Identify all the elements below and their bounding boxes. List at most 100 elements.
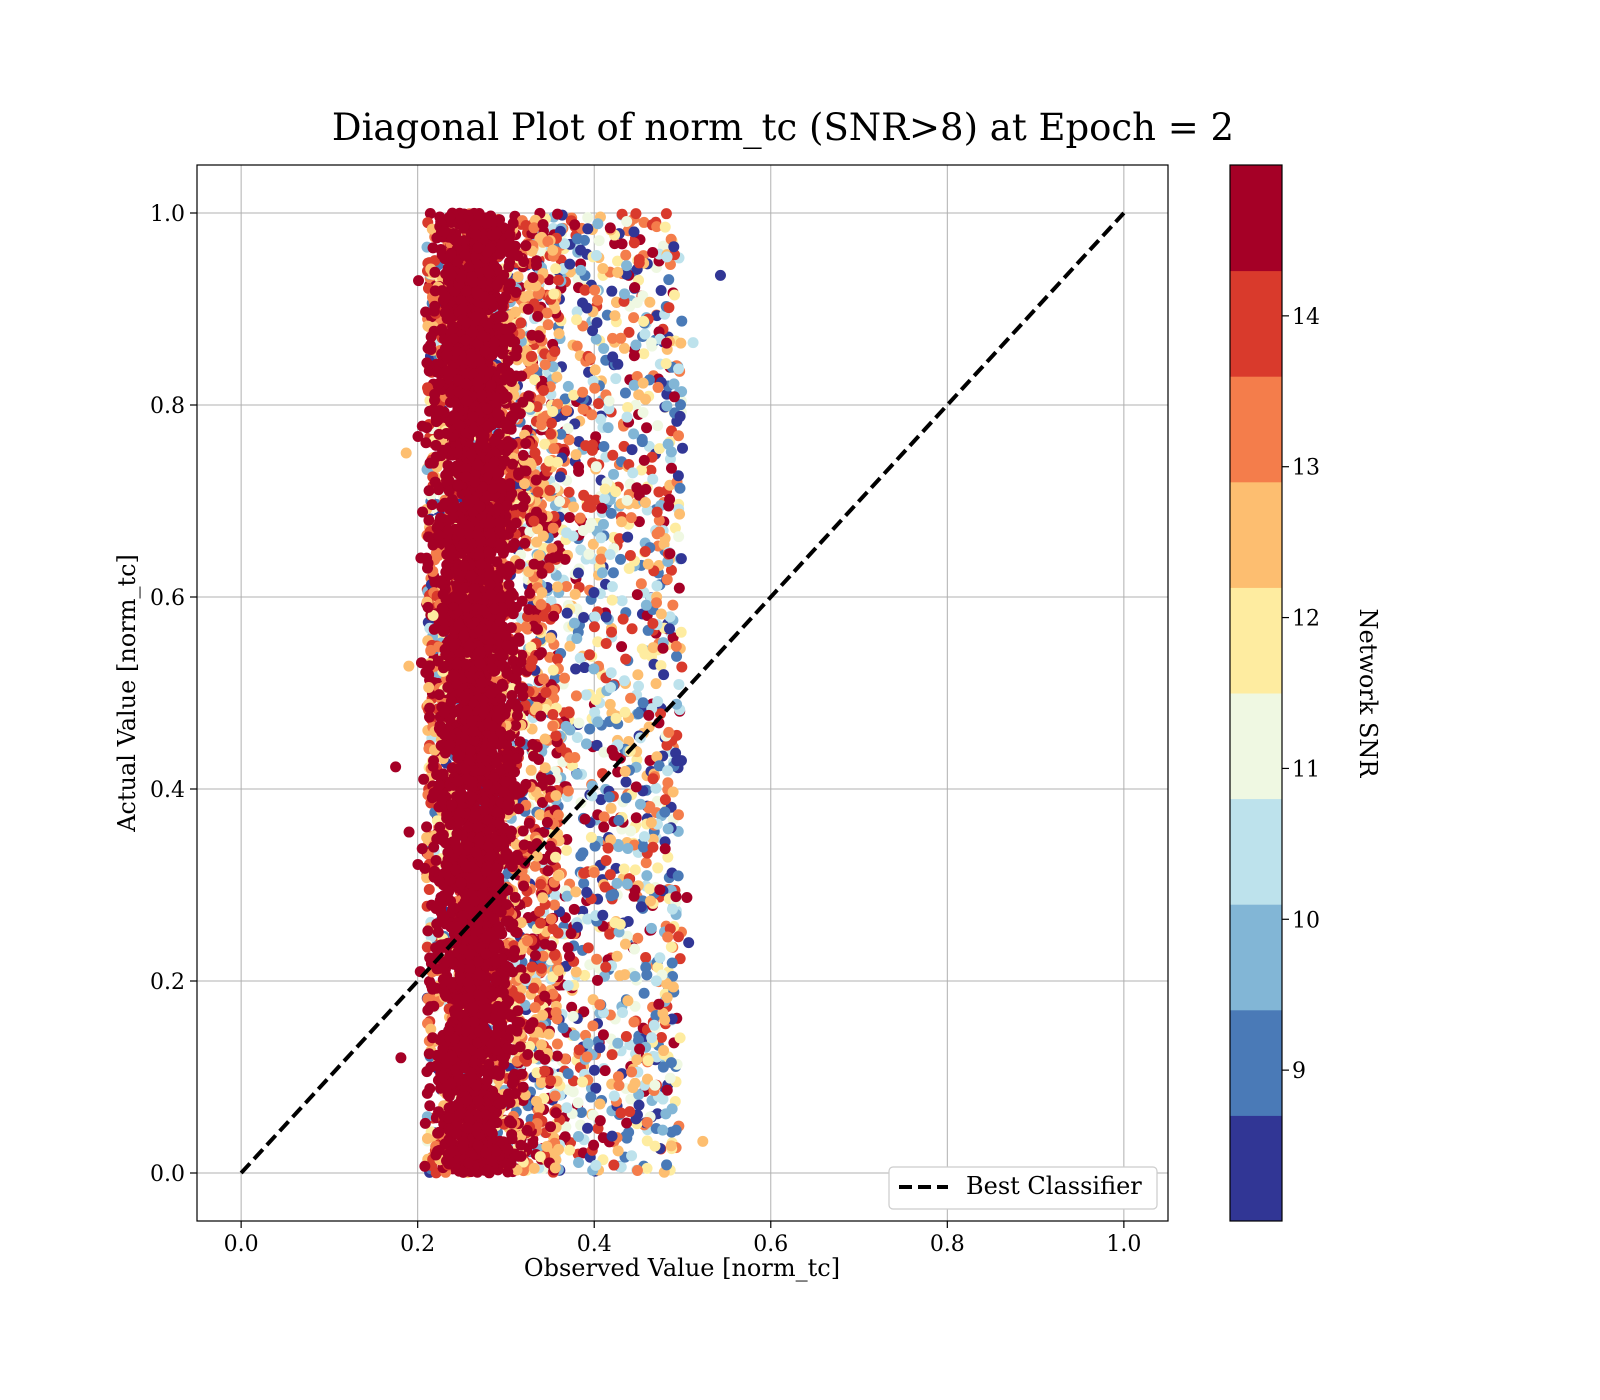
scatter-point	[548, 610, 560, 622]
scatter-point	[611, 950, 623, 962]
scatter-point	[647, 841, 659, 853]
scatter-point	[633, 389, 645, 401]
scatter-point	[666, 957, 678, 969]
scatter-point	[621, 494, 633, 506]
scatter-point	[606, 285, 618, 297]
scatter-point	[665, 1140, 677, 1152]
scatter-point	[633, 708, 645, 720]
scatter-point	[659, 1014, 671, 1026]
scatter-point	[562, 1068, 574, 1080]
scatter-point	[575, 264, 587, 276]
scatter-point	[552, 208, 564, 220]
scatter-point	[618, 675, 630, 687]
scatter-point	[663, 302, 675, 314]
scatter-point	[603, 791, 615, 803]
scatter-point	[647, 642, 659, 654]
chart-title: Diagonal Plot of norm_tc (SNR>8) at Epoc…	[332, 106, 1234, 150]
scatter-point	[671, 650, 683, 662]
scatter-point	[517, 449, 529, 461]
scatter-point	[623, 1126, 635, 1138]
scatter-point	[605, 802, 617, 814]
scatter-point	[604, 548, 616, 560]
scatter-point	[421, 1087, 433, 1099]
scatter-point	[644, 883, 656, 895]
scatter-point	[673, 678, 685, 690]
scatter-point	[553, 965, 565, 977]
scatter-point	[621, 878, 633, 890]
scatter-point	[666, 1103, 678, 1115]
scatter-point	[622, 995, 634, 1007]
scatter-point	[610, 712, 622, 724]
scatter-point	[569, 588, 581, 600]
scatter-point	[622, 401, 634, 413]
scatter-point	[647, 473, 659, 485]
scatter-point	[573, 465, 585, 477]
scatter-point	[621, 215, 633, 227]
scatter-point	[571, 340, 583, 352]
scatter-point	[661, 1084, 673, 1096]
scatter-point	[517, 501, 529, 513]
scatter-point	[572, 1097, 584, 1109]
scatter-point	[589, 382, 601, 394]
scatter-point	[598, 441, 610, 453]
scatter-point	[617, 613, 629, 625]
scatter-point	[620, 776, 632, 788]
scatter-point	[527, 738, 539, 750]
scatter-point	[545, 417, 557, 429]
scatter-point	[529, 447, 541, 459]
scatter-point	[633, 680, 645, 692]
scatter-point	[515, 317, 527, 329]
scatter-point	[667, 599, 679, 611]
scatter-point	[563, 434, 575, 446]
scatter-point	[635, 464, 647, 476]
scatter-point	[600, 637, 612, 649]
scatter-point	[570, 663, 582, 675]
scatter-point	[573, 717, 585, 729]
scatter-point	[569, 1029, 581, 1041]
scatter-point	[537, 892, 549, 904]
scatter-point	[568, 617, 580, 629]
scatter-point	[641, 969, 653, 981]
scatter-point	[582, 223, 594, 235]
scatter-point	[667, 632, 679, 644]
scatter-point	[629, 282, 641, 294]
scatter-point	[577, 1076, 589, 1088]
scatter-point	[672, 470, 684, 482]
scatter-point	[600, 854, 612, 866]
scatter-point	[553, 328, 565, 340]
scatter-point	[552, 870, 564, 882]
scatter-point	[416, 843, 428, 855]
scatter-point	[579, 813, 591, 825]
scatter-point	[528, 558, 540, 570]
scatter-point	[423, 883, 435, 895]
scatter-point	[597, 1132, 609, 1144]
scatter-point	[618, 342, 630, 354]
scatter-point	[650, 678, 662, 690]
scatter-point	[655, 608, 667, 620]
scatter-point	[629, 864, 641, 876]
scatter-point	[568, 903, 580, 915]
scatter-point	[616, 595, 628, 607]
scatter-point	[569, 751, 581, 763]
scatter-point	[426, 499, 438, 511]
scatter-point	[674, 508, 686, 520]
scatter-point	[524, 1023, 536, 1035]
scatter-point	[639, 496, 651, 508]
scatter-point	[595, 532, 607, 544]
scatter-point	[554, 471, 566, 483]
scatter-point	[612, 255, 624, 267]
scatter-point	[608, 1159, 620, 1171]
scatter-point	[528, 982, 540, 994]
scatter-point	[606, 594, 618, 606]
scatter-point	[540, 686, 552, 698]
scatter-point	[640, 951, 652, 963]
scatter-point	[608, 468, 620, 480]
scatter-point	[590, 250, 602, 262]
scatter-point	[581, 302, 593, 314]
scatter-point	[662, 931, 674, 943]
scatter-point	[526, 655, 538, 667]
scatter-point	[544, 632, 556, 644]
scatter-point	[666, 903, 678, 915]
scatter-point	[571, 768, 583, 780]
scatter-point	[626, 623, 638, 635]
